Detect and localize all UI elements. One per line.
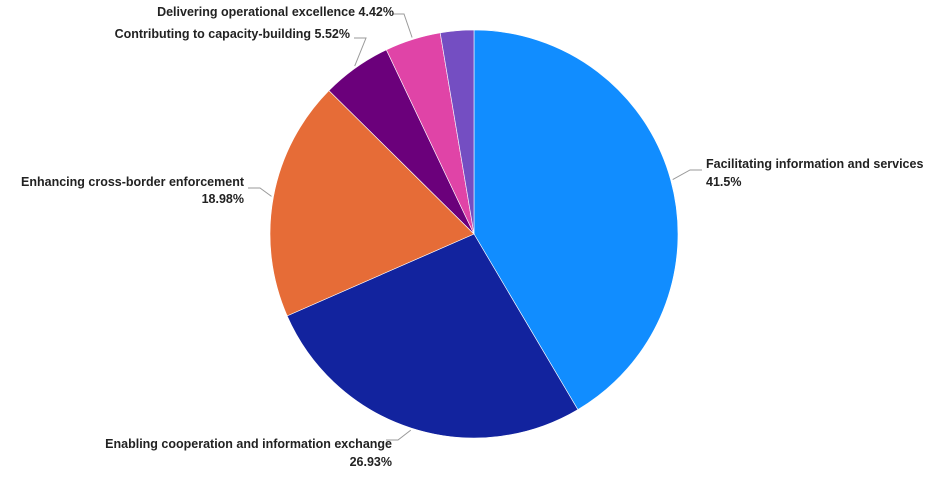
leader-line-0 [672, 169, 702, 181]
slice-value-label-0: 41.5% [706, 175, 741, 189]
slice-label-1: Enabling cooperation and information exc… [105, 437, 392, 451]
slice-value-label-2: 18.98% [202, 192, 244, 206]
leader-line-2 [248, 187, 272, 197]
pie-slice-5[interactable] [439, 29, 475, 235]
pie-slices [269, 29, 679, 439]
leader-lines [248, 13, 702, 441]
slice-label-2: Enhancing cross-border enforcement [21, 175, 245, 189]
leader-line-3 [354, 37, 367, 67]
slice-label-4: Delivering operational excellence 4.42% [157, 5, 394, 19]
pie-slice-2[interactable] [269, 90, 475, 317]
leader-line-4 [392, 13, 413, 38]
slice-label-3: Contributing to capacity-building 5.52% [115, 27, 350, 41]
slice-value-label-1: 26.93% [350, 455, 392, 469]
pie-slice-0[interactable] [473, 29, 679, 411]
leader-line-1 [386, 429, 412, 441]
pie-slice-1[interactable] [286, 233, 579, 439]
slice-label-0: Facilitating information and services [706, 157, 923, 171]
slice-labels: Facilitating information and services 41.… [21, 5, 923, 469]
